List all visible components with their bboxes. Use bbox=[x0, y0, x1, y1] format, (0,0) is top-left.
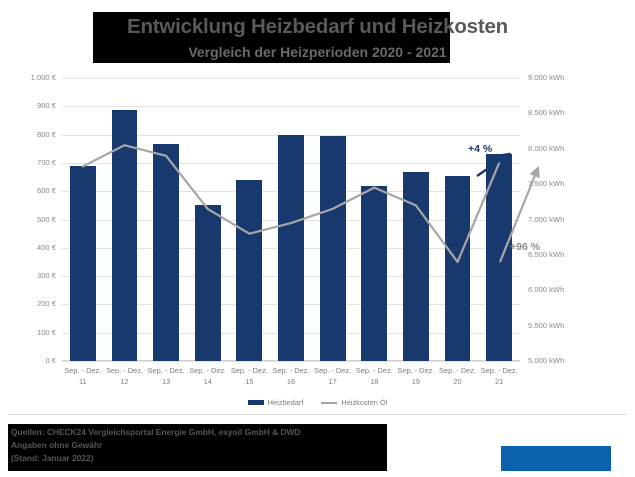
x-axis-tick-period: Sep. - Dez. bbox=[355, 366, 393, 375]
y-axis-right-tick: 7.000 kWh bbox=[528, 214, 565, 224]
x-axis-tick-year: 15 bbox=[245, 377, 254, 386]
y-axis-right-tick: 8.500 kWh bbox=[528, 108, 565, 118]
x-axis-tick-label: Sep. - Dez. 17 bbox=[312, 365, 354, 387]
x-axis-tick-label: Sep. - Dez. 12 bbox=[104, 365, 146, 387]
y-axis-left-tick: 0 € bbox=[45, 356, 56, 365]
page-subtitle: Vergleich der Heizperioden 2020 - 2021 bbox=[188, 44, 447, 60]
x-axis-tick-label: Sep. - Dez. 13 bbox=[145, 365, 187, 387]
x-axis-tick-year: 13 bbox=[161, 377, 171, 386]
x-axis-tick-period: Sep. - Dez. bbox=[230, 366, 268, 375]
bar bbox=[69, 165, 96, 361]
legend-bar-swatch-icon bbox=[247, 400, 264, 405]
x-axis-tick-label: Sep. - Dez. 18 bbox=[353, 365, 395, 387]
annotation-label-line-change: +96 % bbox=[510, 241, 541, 253]
bar bbox=[111, 109, 138, 361]
y-axis-left-tick: 700 € bbox=[36, 157, 56, 167]
legend-item-heizkosten-oel[interactable]: Heizkosten Öl bbox=[321, 398, 387, 407]
x-axis-tick-year: 11 bbox=[78, 377, 87, 386]
gridline bbox=[62, 78, 520, 79]
x-axis-tick-year: 14 bbox=[203, 377, 212, 386]
x-axis-tick-period: Sep. - Dez. bbox=[147, 366, 185, 375]
y-axis-left-tick: 900 € bbox=[36, 101, 56, 111]
y-axis-left-tick: 100 € bbox=[36, 327, 56, 337]
x-axis-tick-period: Sep. - Dez. bbox=[480, 366, 518, 375]
legend-label-heizbedarf: Heizbedarf bbox=[267, 398, 304, 407]
footer-background-band bbox=[8, 424, 387, 471]
y-axis-left-tick: 500 € bbox=[36, 214, 56, 224]
annotation-label-bar-change: +4 % bbox=[468, 143, 493, 155]
x-axis-tick-label: Sep. - Dez. 15 bbox=[229, 365, 271, 387]
bar bbox=[194, 204, 221, 361]
legend-item-heizbedarf[interactable]: Heizbedarf bbox=[247, 398, 304, 407]
chart-legend: Heizbedarf Heizkosten Öl bbox=[0, 398, 635, 407]
bar bbox=[403, 171, 429, 361]
y-axis-right-tick: 9.000 kWh bbox=[528, 73, 565, 82]
y-axis-left-tick: 1.000 € bbox=[30, 73, 56, 82]
x-axis-tick-year: 16 bbox=[286, 377, 296, 386]
legend-label-heizkosten-oel: Heizkosten Öl bbox=[341, 398, 388, 407]
footer-sources: Quellen: CHECK24 Vergleichsportal Energi… bbox=[11, 426, 411, 465]
x-axis-tick-period: Sep. - Dez. bbox=[272, 366, 310, 375]
x-axis-tick-year: 20 bbox=[453, 377, 462, 386]
y-axis-right-tick: 6.500 kWh bbox=[528, 249, 565, 259]
bar bbox=[319, 136, 346, 361]
x-axis-tick-label: Sep. - Dez. 19 bbox=[395, 365, 437, 387]
y-axis-right-tick: 5.500 kWh bbox=[528, 320, 565, 330]
y-axis-right-tick: 6.000 kWh bbox=[528, 285, 565, 295]
x-axis-tick-year: 12 bbox=[120, 377, 129, 386]
x-axis-tick-label: Sep. - Dez. 20 bbox=[437, 365, 479, 387]
x-axis-tick-label: Sep. - Dez. 11 bbox=[62, 365, 104, 387]
x-axis-tick-label: Sep. - Dez. 16 bbox=[270, 365, 312, 387]
x-axis-tick-period: Sep. - Dez. bbox=[314, 366, 352, 375]
legend-divider bbox=[8, 414, 627, 415]
y-axis-left-tick: 400 € bbox=[36, 242, 56, 252]
footer-line-disclaimer: Angaben ohne Gewähr bbox=[11, 440, 103, 450]
x-axis-tick-year: 18 bbox=[370, 377, 379, 386]
page-title: Entwicklung Heizbedarf und Heizkosten bbox=[126, 15, 508, 38]
y-axis-left-tick: 300 € bbox=[36, 271, 56, 281]
bar bbox=[444, 175, 471, 361]
title-background-band bbox=[93, 12, 450, 63]
bar bbox=[153, 143, 179, 361]
x-axis-tick-period: Sep. - Dez. bbox=[439, 366, 477, 375]
x-axis-tick-year: 17 bbox=[328, 377, 337, 386]
x-axis-tick-year: 19 bbox=[411, 377, 420, 386]
legend-line-swatch-icon bbox=[321, 401, 338, 404]
y-axis-left-tick: 800 € bbox=[36, 129, 56, 139]
y-axis-right-tick: 5.000 kWh bbox=[528, 356, 565, 365]
bar bbox=[361, 186, 388, 361]
x-axis-tick-period: Sep. - Dez. bbox=[189, 366, 227, 375]
x-axis-tick-period: Sep. - Dez. bbox=[64, 366, 102, 375]
footer-line-sources: Quellen: CHECK24 Vergleichsportal Energi… bbox=[11, 427, 301, 437]
y-axis-left-tick: 600 € bbox=[36, 186, 56, 196]
footer-line-date: (Stand: Januar 2022) bbox=[11, 453, 94, 463]
y-axis-right-tick: 8.000 kWh bbox=[528, 143, 565, 153]
x-axis-tick-period: Sep. - Dez. bbox=[105, 366, 143, 375]
bar bbox=[278, 134, 304, 361]
y-axis-right-tick: 7.500 kWh bbox=[528, 179, 565, 189]
x-axis-tick-year: 21 bbox=[495, 377, 504, 386]
x-axis-tick-period: Sep. - Dez. bbox=[397, 366, 435, 375]
gridline bbox=[62, 106, 520, 108]
gridline bbox=[62, 361, 520, 362]
check24-logo bbox=[501, 446, 611, 471]
line-series-heizkosten-oel bbox=[81, 144, 501, 264]
x-axis-tick-label: Sep. - Dez. 21 bbox=[478, 365, 520, 387]
y-axis-left-tick: 200 € bbox=[36, 299, 56, 309]
bar bbox=[236, 179, 263, 361]
x-axis-tick-label: Sep. - Dez. 14 bbox=[187, 365, 229, 387]
